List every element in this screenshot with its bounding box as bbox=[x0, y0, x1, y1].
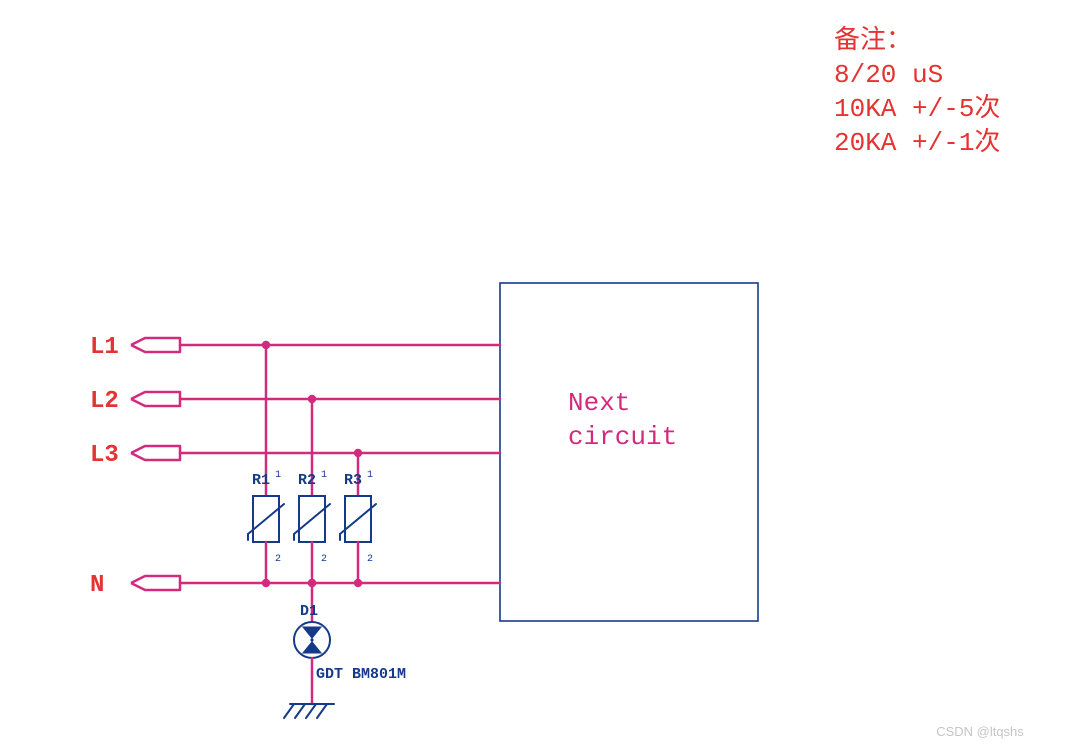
junction-dot bbox=[354, 449, 362, 457]
ref-designator: D1 bbox=[300, 603, 318, 620]
block-text-1: Next bbox=[568, 388, 630, 418]
pin-number: 2 bbox=[321, 554, 327, 565]
pin-number: 2 bbox=[367, 554, 373, 565]
ref-designator: R3 bbox=[344, 472, 362, 489]
part-number: GDT BM801M bbox=[316, 666, 406, 683]
notes-title: 备注： bbox=[834, 25, 912, 56]
notes-line: 20KA +/-1次 bbox=[834, 127, 1000, 158]
watermark: CSDN @ltqshs bbox=[936, 724, 1024, 739]
pin-number: 2 bbox=[275, 554, 281, 565]
port-label: L3 bbox=[90, 442, 119, 469]
pin-number: 1 bbox=[321, 470, 327, 481]
pin-number: 1 bbox=[367, 470, 373, 481]
port-label: L1 bbox=[90, 334, 119, 361]
notes-line: 10KA +/-5次 bbox=[834, 93, 1000, 124]
notes-line: 8/20 uS bbox=[834, 60, 943, 90]
junction-dot bbox=[262, 579, 270, 587]
ref-designator: R2 bbox=[298, 472, 316, 489]
junction-dot bbox=[262, 341, 270, 349]
ref-designator: R1 bbox=[252, 472, 270, 489]
block-text-2: circuit bbox=[568, 422, 677, 452]
junction-dot bbox=[308, 579, 316, 587]
port-label: N bbox=[90, 572, 104, 599]
junction-dot bbox=[354, 579, 362, 587]
pin-number: 1 bbox=[275, 470, 281, 481]
junction-dot bbox=[308, 395, 316, 403]
port-label: L2 bbox=[90, 388, 119, 415]
